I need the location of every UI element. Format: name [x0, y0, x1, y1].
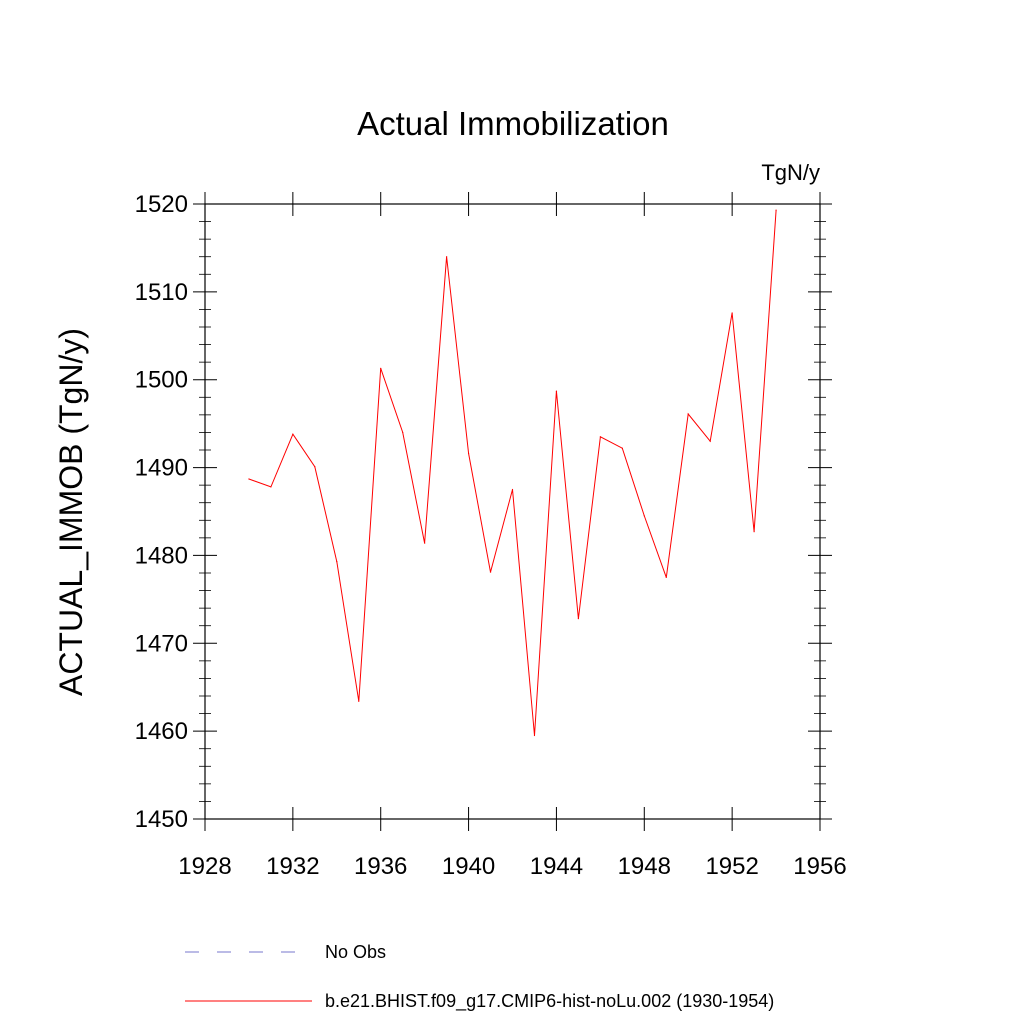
plot-frame — [204, 203, 821, 820]
data-point — [402, 431, 404, 434]
data-point — [511, 488, 514, 491]
data-point — [533, 734, 536, 737]
y-tick-label: 1450 — [135, 806, 188, 833]
data-point — [753, 531, 755, 533]
y-tick-group: 1450 1460 1470 1480 1490 1500 1510 1520 — [135, 191, 832, 833]
data-point — [555, 390, 558, 392]
data-point — [775, 209, 777, 211]
y-tick-label: 1470 — [135, 630, 188, 657]
legend-label-no-obs: No Obs — [325, 942, 386, 962]
y-tick-label: 1520 — [135, 191, 188, 218]
x-tick-label: 1928 — [178, 853, 231, 880]
y-tick-label: 1490 — [135, 455, 188, 482]
data-point — [270, 486, 272, 488]
series-line-0 — [248, 210, 777, 736]
data-point — [314, 466, 316, 468]
data-point — [621, 447, 623, 449]
y-tick-label: 1460 — [135, 718, 188, 745]
x-tick-group: 1928 1932 1936 1940 1944 1948 1952 1956 — [178, 192, 847, 880]
chart-title: Actual Immobilization — [357, 105, 669, 142]
data-point — [380, 367, 382, 369]
y-axis-label: ACTUAL_IMMOB (TgN/y) — [53, 328, 89, 696]
data-point — [424, 542, 426, 544]
data-point — [665, 576, 667, 578]
data-point — [489, 571, 492, 573]
data-point — [336, 560, 338, 563]
data-point — [446, 256, 448, 258]
chart-units: TgN/y — [761, 160, 820, 185]
x-tick-label: 1948 — [618, 853, 671, 880]
plot-area — [248, 209, 777, 737]
y-tick-label: 1510 — [135, 279, 188, 306]
data-point — [643, 515, 645, 517]
data-point — [248, 478, 250, 480]
x-tick-label: 1956 — [793, 853, 846, 880]
data-point — [731, 312, 733, 314]
x-tick-label: 1952 — [705, 853, 758, 880]
data-point — [577, 618, 579, 620]
y-tick-label: 1500 — [135, 367, 188, 394]
data-point — [467, 452, 470, 455]
axes — [204, 203, 821, 820]
x-tick-label: 1936 — [354, 853, 407, 880]
x-tick-label: 1932 — [266, 853, 319, 880]
legend: No Obs b.e21.BHIST.f09_g17.CMIP6-hist-no… — [185, 942, 774, 1012]
data-point — [292, 433, 294, 435]
data-point — [599, 436, 601, 438]
data-point — [687, 413, 689, 415]
data-point — [358, 700, 360, 702]
x-tick-label: 1940 — [442, 853, 495, 880]
x-tick-label: 1944 — [530, 853, 583, 880]
legend-label-series: b.e21.BHIST.f09_g17.CMIP6-hist-noLu.002 … — [325, 991, 774, 1012]
y-tick-label: 1480 — [135, 542, 188, 569]
data-point — [709, 440, 711, 442]
